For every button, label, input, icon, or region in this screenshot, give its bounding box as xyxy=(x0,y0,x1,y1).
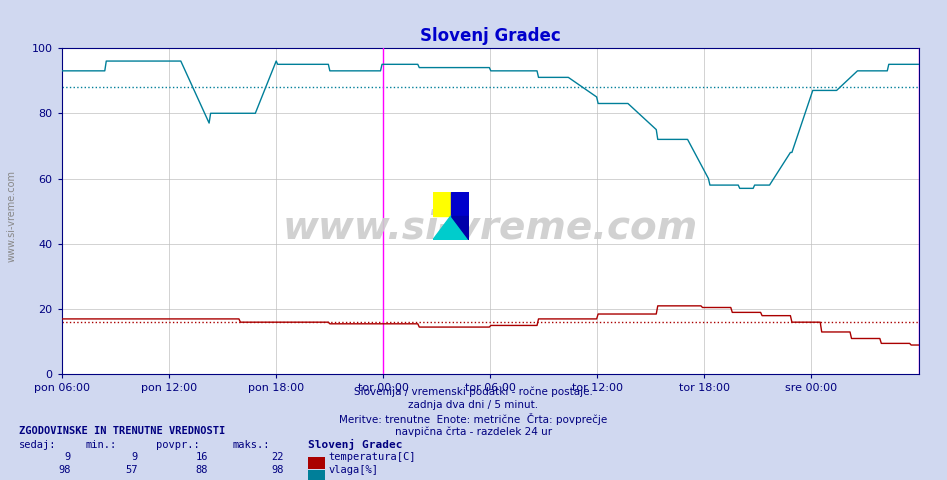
Text: vlaga[%]: vlaga[%] xyxy=(329,465,379,475)
Bar xyxy=(451,192,469,216)
Text: temperatura[C]: temperatura[C] xyxy=(329,452,416,462)
Text: 88: 88 xyxy=(196,465,208,475)
Text: www.si-vreme.com: www.si-vreme.com xyxy=(7,170,16,262)
Polygon shape xyxy=(451,216,469,240)
Text: 9: 9 xyxy=(64,452,71,462)
Text: Slovenj Gradec: Slovenj Gradec xyxy=(308,439,402,450)
Bar xyxy=(433,192,451,216)
Text: povpr.:: povpr.: xyxy=(156,440,200,450)
Text: 22: 22 xyxy=(272,452,284,462)
Text: Slovenija / vremenski podatki - ročne postaje.: Slovenija / vremenski podatki - ročne po… xyxy=(354,386,593,397)
Text: 57: 57 xyxy=(125,465,137,475)
Text: navpična črta - razdelek 24 ur: navpična črta - razdelek 24 ur xyxy=(395,427,552,437)
Text: maks.:: maks.: xyxy=(232,440,270,450)
Text: 16: 16 xyxy=(196,452,208,462)
Text: 98: 98 xyxy=(272,465,284,475)
Text: min.:: min.: xyxy=(85,440,116,450)
Title: Slovenj Gradec: Slovenj Gradec xyxy=(420,27,561,45)
Text: zadnja dva dni / 5 minut.: zadnja dva dni / 5 minut. xyxy=(408,400,539,410)
Text: ZGODOVINSKE IN TRENUTNE VREDNOSTI: ZGODOVINSKE IN TRENUTNE VREDNOSTI xyxy=(19,426,225,436)
Text: 9: 9 xyxy=(131,452,137,462)
Text: 98: 98 xyxy=(59,465,71,475)
Text: Meritve: trenutne  Enote: metrične  Črta: povprečje: Meritve: trenutne Enote: metrične Črta: … xyxy=(339,413,608,425)
Polygon shape xyxy=(433,216,469,240)
Text: www.si-vreme.com: www.si-vreme.com xyxy=(282,208,698,247)
Text: sedaj:: sedaj: xyxy=(19,440,57,450)
